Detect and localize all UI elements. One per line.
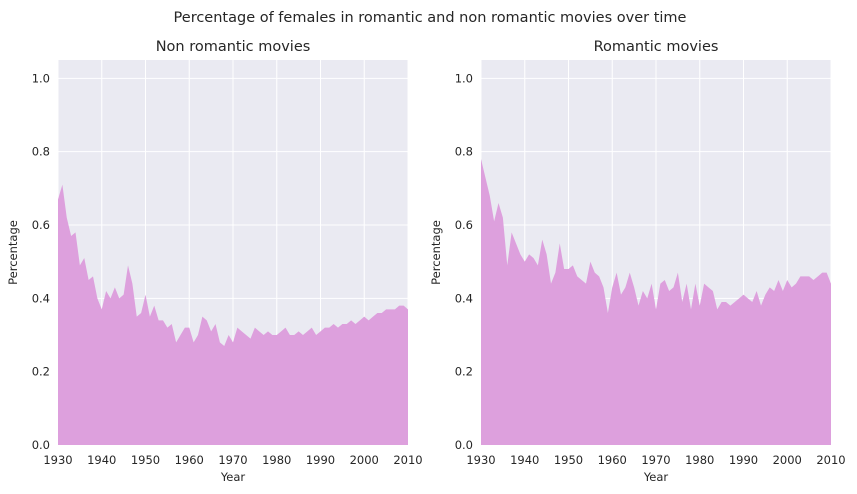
- romantic-xtick-label-2: 1950: [554, 453, 583, 467]
- romantic-ytick-label-4: 0.8: [455, 145, 473, 159]
- non-romantic-chart-title: Non romantic movies: [156, 39, 311, 55]
- non-romantic-y-axis-label: Percentage: [6, 220, 20, 285]
- romantic-xtick-label-7: 2000: [773, 453, 802, 467]
- non-romantic-xtick-label-8: 2010: [393, 453, 422, 467]
- non-romantic-xtick-label-2: 1950: [131, 453, 160, 467]
- romantic-xtick-label-6: 1990: [729, 453, 758, 467]
- non-romantic-xtick-label-4: 1970: [218, 453, 247, 467]
- romantic-xtick-label-8: 2010: [816, 453, 845, 467]
- non-romantic-ytick-label-0: 0.0: [32, 438, 50, 452]
- non-romantic-xtick-label-0: 1930: [43, 453, 72, 467]
- romantic-ytick-label-2: 0.4: [455, 291, 473, 305]
- non-romantic-ytick-label-1: 0.2: [32, 365, 50, 379]
- non-romantic-xtick-label-3: 1960: [175, 453, 204, 467]
- non-romantic-xtick-label-5: 1980: [262, 453, 291, 467]
- romantic-ytick-label-3: 0.6: [455, 218, 473, 232]
- non-romantic-chart-panel: 0.0 0.2 0.4 0.6 0.8 1.0 1930 1940 1950 1960 1970 19…: [6, 39, 423, 484]
- romantic-xtick-label-1: 1940: [510, 453, 539, 467]
- romantic-area-series: [481, 159, 831, 445]
- romantic-xtick-label-5: 1980: [685, 453, 714, 467]
- romantic-xtick-label-4: 1970: [641, 453, 670, 467]
- non-romantic-ytick-label-5: 1.0: [32, 71, 50, 85]
- non-romantic-ytick-label-3: 0.6: [32, 218, 50, 232]
- romantic-ytick-label-1: 0.2: [455, 365, 473, 379]
- non-romantic-area-series: [58, 184, 408, 446]
- romantic-x-axis-label: Year: [643, 470, 669, 484]
- romantic-ytick-label-5: 1.0: [455, 71, 473, 85]
- romantic-xtick-label-0: 1930: [466, 453, 495, 467]
- figure-suptitle: Percentage of females in romantic and no…: [174, 10, 687, 26]
- romantic-chart-panel: 0.0 0.2 0.4 0.6 0.8 1.0 1930 1940 1950 1960 1970 19…: [429, 39, 846, 484]
- non-romantic-xtick-label-1: 1940: [87, 453, 116, 467]
- romantic-y-axis-label: Percentage: [429, 220, 443, 285]
- romantic-chart-title: Romantic movies: [594, 39, 719, 55]
- romantic-ytick-label-0: 0.0: [455, 438, 473, 452]
- non-romantic-ytick-label-2: 0.4: [32, 291, 50, 305]
- non-romantic-ytick-label-4: 0.8: [32, 145, 50, 159]
- romantic-xtick-label-3: 1960: [598, 453, 627, 467]
- non-romantic-xtick-label-7: 2000: [350, 453, 379, 467]
- non-romantic-xtick-label-6: 1990: [306, 453, 335, 467]
- non-romantic-x-axis-label: Year: [220, 470, 246, 484]
